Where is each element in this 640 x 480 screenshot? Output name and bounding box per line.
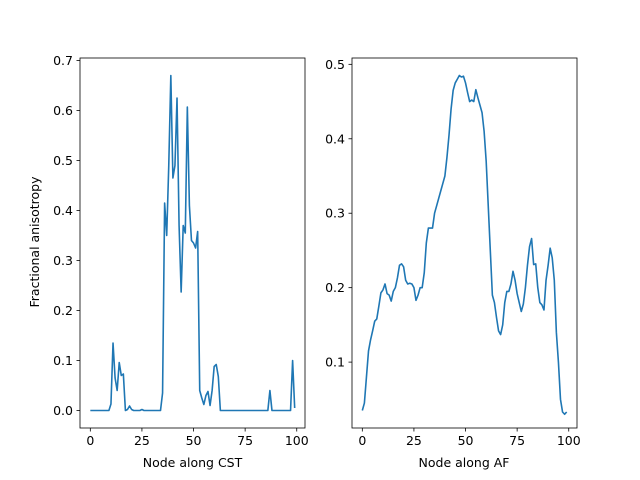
af-series-line bbox=[361, 74, 568, 416]
af-x-tick-label: 75 bbox=[509, 433, 525, 448]
cst-y-tick-label: 0.2 bbox=[53, 303, 73, 318]
cst-y-tick-label: 0.3 bbox=[53, 253, 73, 268]
cst-y-tick-label: 0.6 bbox=[53, 103, 73, 118]
af-y-tick-label: 0.1 bbox=[325, 355, 345, 370]
cst-y-axis-label: Fractional anisotropy bbox=[27, 176, 42, 308]
af-y-tick-label: 0.5 bbox=[325, 57, 345, 72]
cst-y-tick-label: 0.4 bbox=[53, 203, 73, 218]
af-x-axis-label: Node along AF bbox=[419, 455, 510, 470]
cst-y-tick-label: 0.5 bbox=[53, 153, 73, 168]
cst-series-line bbox=[90, 74, 296, 412]
af-x-tick-label: 25 bbox=[406, 433, 422, 448]
af-y-tick-label: 0.2 bbox=[325, 280, 345, 295]
cst-x-tick-label: 100 bbox=[285, 433, 309, 448]
cst-x-tick-label: 25 bbox=[134, 433, 150, 448]
af-x-tick-label: 0 bbox=[358, 433, 366, 448]
af-y-tick-label: 0.4 bbox=[325, 131, 345, 146]
cst-y-tick-label: 0.1 bbox=[53, 353, 73, 368]
af-x-tick-label: 50 bbox=[458, 433, 474, 448]
af-y-tick-label: 0.3 bbox=[325, 206, 345, 221]
af-x-tick-label: 100 bbox=[557, 433, 581, 448]
cst-x-axis-label: Node along CST bbox=[143, 455, 243, 470]
cst-subplot: Node along CST Fractional anisotropy 0 25… bbox=[27, 53, 309, 470]
cst-x-tick-label: 75 bbox=[237, 433, 253, 448]
af-axes-frame bbox=[351, 57, 578, 429]
cst-y-tick-label: 0.0 bbox=[53, 403, 73, 418]
cst-axes-frame bbox=[79, 57, 306, 429]
cst-x-tick-label: 50 bbox=[186, 433, 202, 448]
af-subplot: Node along AF 0 25 50 75 100 0.1 0.2 0.3 0.4 0.5 bbox=[325, 57, 581, 470]
cst-x-tick-label: 0 bbox=[86, 433, 94, 448]
cst-y-tick-label: 0.7 bbox=[53, 53, 73, 68]
